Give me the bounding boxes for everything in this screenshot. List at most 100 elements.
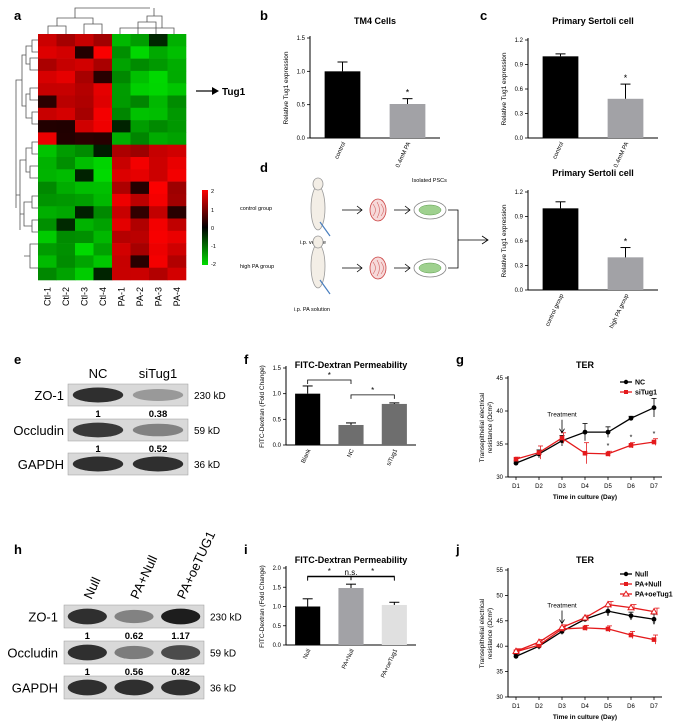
significance-mark: * [607,443,610,450]
panel-d-label: d [260,160,268,175]
heatmap-cell [75,120,94,133]
heatmap-grid [38,34,187,281]
heatmap-cell [75,193,94,207]
blot-band [161,608,201,625]
data-point [558,623,566,631]
tug1-label: Tug1 [222,87,246,98]
scale-label-1: 1 [211,208,214,214]
x-tick-label: D3 [558,704,566,710]
data-point [582,450,588,456]
y-tick-label: 1.0 [273,605,282,611]
heatmap-cell [75,255,94,268]
heatmap-cell [38,230,57,244]
heatmap-cell [75,95,94,109]
y-tick-label: 45 [496,376,503,382]
heatmap-cell [93,157,113,170]
heatmap-cell [167,157,187,170]
y-tick-label: 0.6 [515,87,524,93]
heatmap-cell [75,218,94,232]
y-tick-label: 0.0 [273,443,282,449]
heatmap-column-label: PA-3 [153,287,163,306]
heatmap-column-label: Ctl-1 [42,287,52,306]
x-tick-label: Null [303,648,313,660]
y-axis-label: Transepithelial electrical [479,598,486,668]
heatmap-cell [149,144,168,158]
heatmap-cell [93,70,113,84]
heatmap-cell [167,255,187,268]
heatmap-cell [93,46,113,59]
control-group-label: control group [240,206,272,212]
x-tick-label: control [552,141,565,160]
densitometry-value: 1.17 [171,631,190,642]
chart-title: TER [576,360,595,370]
heatmap-cell [38,58,57,72]
bar [381,403,407,445]
heatmap-cell [93,132,113,145]
panel-j-label: j [455,542,460,557]
lane-label: NC [89,366,108,381]
treatment-annotation: Treatment [547,412,577,419]
heatmap-cell [112,267,131,281]
blot-row-label: Occludin [13,423,64,438]
heatmap-cell [149,218,168,232]
y-axis-label: Relative Tug1 expression [501,204,508,277]
heatmap-cell [75,132,94,145]
heatmap-cell [38,83,57,96]
x-tick-label: NC [347,448,356,459]
heatmap-cell [56,181,76,195]
scale-label-minus2: -2 [211,262,216,268]
heatmap-cell [112,157,131,170]
heatmap-cell [38,243,57,256]
heatmap-cell [75,70,94,84]
data-point [651,439,657,445]
data-point [582,429,588,435]
data-point [513,460,519,466]
data-point [628,632,634,638]
heatmap-cell [38,132,57,145]
x-tick-label: high PA group [609,293,630,330]
heatmap-cell [112,230,131,244]
x-tick-label: control [334,141,347,160]
chart-b-tm4: TM4 Cells 0.0 0.5 1.0 1.5 Relative Tug1 expre… [283,16,440,169]
y-tick-label: 50 [496,593,503,599]
heatmap-cell [93,255,113,268]
legend-marker [624,390,628,394]
heatmap-column-label: Ctl-4 [98,287,108,306]
bar [607,98,644,138]
heatmap-cell [130,230,150,244]
legend-marker [623,379,629,385]
molecular-weight-label: 36 kD [210,684,236,695]
y-tick-label: 2.0 [273,566,282,572]
heatmap-cell [130,255,150,268]
bar [542,208,579,290]
y-tick-label: 55 [496,568,503,574]
significance-mark: * [371,386,374,395]
heatmap-cell [130,95,150,109]
heatmap-cell [38,255,57,268]
legend-label: PA+oeTug1 [635,592,673,599]
data-point [581,613,589,621]
lane-label: PA+Null [127,553,160,601]
panel-f-label: f [244,352,249,367]
heatmap-cell [56,144,76,158]
western-blot-e: NC siTug1 ZO-1 230 kD 1 0.38 Occludin 59 kD 1 0.5… [13,366,226,476]
densitometry-value: 1 [85,667,91,678]
heatmap-cell [93,83,113,96]
y-tick-label: 1.5 [273,585,282,591]
x-tick-label: 0.4mM PA [613,141,630,169]
data-point [604,600,612,608]
heatmap-cell [75,181,94,195]
heatmap-cell [75,267,94,281]
densitometry-value: 0.62 [125,631,144,642]
heatmap-cell [167,107,187,121]
heatmap-cell [56,206,76,219]
significance-mark: n.s. [345,568,358,577]
significance-mark: * [328,371,331,380]
significance-mark: * [630,618,633,625]
blot-band [72,456,124,472]
arrow-icon [394,263,411,273]
heatmap-cell [38,267,57,281]
legend-label: PA+Null [635,582,662,589]
heatmap-cell [56,157,76,170]
heatmap-cell [93,144,113,158]
